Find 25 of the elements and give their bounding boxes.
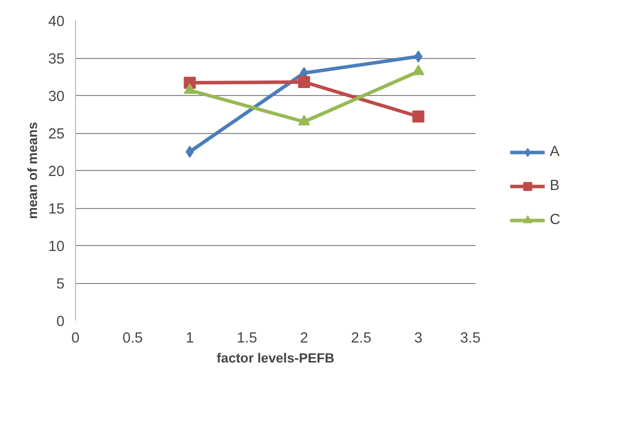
- y-tick-label: 35: [48, 52, 65, 68]
- y-tick-label: 40: [48, 14, 65, 30]
- x-tick-label: 0.5: [122, 330, 143, 346]
- y-tick-label: 0: [56, 314, 65, 330]
- legend-label: A: [550, 144, 560, 160]
- x-tick-label: 3: [414, 330, 422, 346]
- point: [412, 110, 424, 122]
- y-tick-label: 15: [48, 202, 65, 218]
- legend-label: B: [550, 178, 560, 194]
- point: [414, 50, 423, 62]
- x-tick-label: 2.5: [351, 330, 372, 346]
- x-tick-label: 1.5: [236, 330, 258, 346]
- point: [298, 76, 310, 88]
- legend-label: C: [550, 212, 560, 228]
- y-axis-title: mean of means: [25, 122, 40, 220]
- x-tick-label: 3.5: [460, 330, 480, 346]
- y-tick-label: 25: [48, 126, 65, 142]
- y-tick-label: 30: [48, 89, 65, 105]
- x-tick-label: 1: [186, 330, 194, 346]
- y-tick-label: 10: [48, 239, 65, 255]
- y-tick-label: 5: [56, 276, 65, 292]
- x-axis-title: factor levels-PEFB: [216, 350, 335, 366]
- x-tick-label: 0: [71, 330, 80, 346]
- x-tick-label: 2: [300, 330, 308, 346]
- y-tick-label: 20: [48, 164, 65, 180]
